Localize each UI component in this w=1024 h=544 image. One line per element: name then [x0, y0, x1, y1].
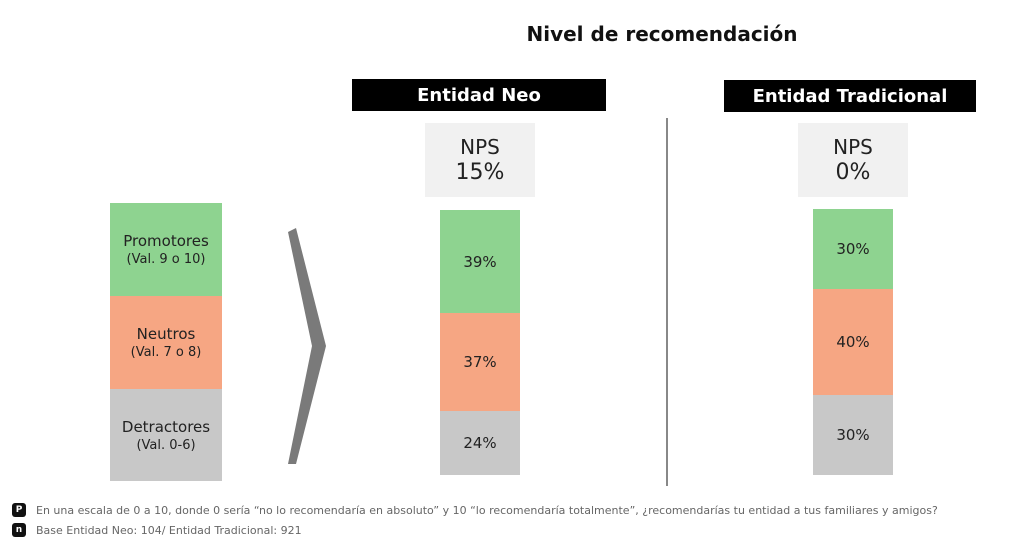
legend-promotores-label: Promotores	[123, 232, 209, 250]
legend-neutros-label: Neutros	[136, 325, 196, 343]
nps-label: NPS	[460, 135, 500, 159]
legend-detractores-range: (Val. 0-6)	[136, 437, 196, 453]
nps-value: 15%	[455, 160, 505, 185]
legend-promotores: Promotores (Val. 9 o 10)	[110, 203, 222, 296]
legend-neutros: Neutros (Val. 7 o 8)	[110, 296, 222, 389]
nps-value: 0%	[835, 160, 871, 185]
panel-tradicional-header: Entidad Tradicional	[724, 80, 976, 112]
data-label: 37%	[463, 353, 497, 372]
bar-segment-promotores: 30%	[813, 209, 893, 289]
footnote-base: n Base Entidad Neo: 104/ Entidad Tradici…	[12, 523, 302, 537]
nps-label: NPS	[833, 135, 873, 159]
bar-segment-neutros: 37%	[440, 313, 520, 412]
n-icon: n	[12, 523, 26, 537]
footnote-question-text: En una escala de 0 a 10, donde 0 sería “…	[36, 503, 938, 517]
legend-promotores-range: (Val. 9 o 10)	[126, 252, 206, 267]
footnote-question: P En una escala de 0 a 10, donde 0 sería…	[12, 503, 938, 517]
data-label: 39%	[463, 252, 497, 271]
legend-stack: Promotores (Val. 9 o 10) Neutros (Val. 7…	[110, 203, 222, 481]
footnote-base-text: Base Entidad Neo: 104/ Entidad Tradicion…	[36, 523, 302, 537]
bar-segment-neutros: 40%	[813, 288, 893, 396]
panel-tradicional-nps: NPS 0%	[798, 123, 908, 197]
data-label: 30%	[836, 426, 870, 445]
bar-entidad-tradicional: 30% 40% 30%	[813, 209, 893, 475]
panel-neo-header: Entidad Neo	[352, 79, 606, 111]
legend-detractores-label: Detractores	[121, 417, 211, 436]
data-label: 30%	[836, 239, 870, 258]
panel-divider	[666, 118, 668, 486]
chart-title: Nivel de recomendación	[526, 22, 798, 46]
bar-segment-detractores: 24%	[440, 411, 520, 475]
chevron-right-icon	[288, 228, 326, 464]
p-icon: P	[12, 503, 26, 517]
legend-neutros-range: (Val. 7 o 8)	[130, 345, 202, 360]
bar-segment-promotores: 39%	[440, 210, 520, 314]
bar-entidad-neo: 39% 37% 24%	[440, 210, 520, 475]
bar-segment-detractores: 30%	[813, 395, 893, 475]
data-label: 24%	[463, 434, 497, 453]
legend-detractores: Detractores (Val. 0-6)	[110, 389, 222, 481]
panel-neo-nps: NPS 15%	[425, 123, 535, 197]
data-label: 40%	[836, 332, 870, 351]
